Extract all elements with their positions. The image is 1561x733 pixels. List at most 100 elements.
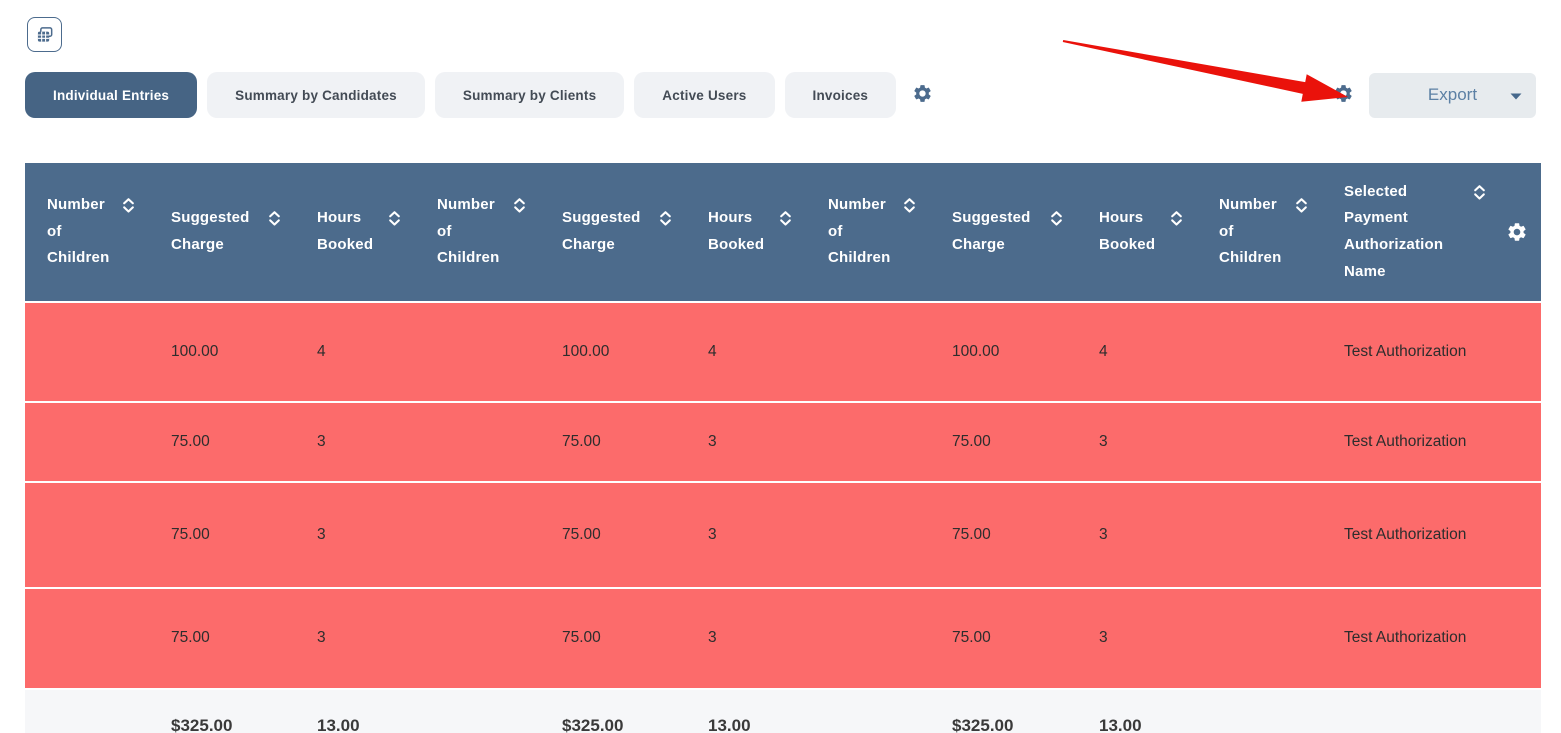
header-row: Number of Children Suggested Charge Hour… bbox=[25, 163, 1541, 303]
totals-cell bbox=[1500, 690, 1541, 733]
gear-icon bbox=[912, 83, 933, 107]
column-header-hours-booked[interactable]: Hours Booked bbox=[295, 163, 415, 303]
column-header-label: Number of Children bbox=[1219, 195, 1282, 267]
table-cell bbox=[25, 303, 149, 403]
table-cell: 75.00 bbox=[930, 403, 1077, 483]
table-cell: 3 bbox=[1077, 483, 1197, 589]
table-row[interactable]: 75.00 3 75.00 3 75.00 3 Test Authorization bbox=[25, 483, 1541, 589]
table-cell: 3 bbox=[1077, 589, 1197, 690]
table-cell: 3 bbox=[295, 403, 415, 483]
sort-icon bbox=[1474, 184, 1485, 200]
tab-bar: Individual Entries Summary by Candidates S… bbox=[25, 72, 1536, 118]
column-header-number-of-children[interactable]: Number of Children bbox=[1197, 163, 1322, 303]
table-cell bbox=[1197, 303, 1322, 403]
sort-icon bbox=[269, 211, 280, 226]
tab-individual-entries[interactable]: Individual Entries bbox=[25, 72, 198, 118]
table-cell bbox=[1197, 589, 1322, 690]
table-cell: 3 bbox=[686, 589, 806, 690]
column-header-label: Hours Booked bbox=[317, 209, 374, 253]
column-header-hours-booked[interactable]: Hours Booked bbox=[686, 163, 806, 303]
report-table-container: Number of Children Suggested Charge Hour… bbox=[25, 163, 1541, 733]
table-cell bbox=[415, 403, 540, 483]
totals-cell: $325.00 bbox=[540, 690, 686, 733]
export-label: Export bbox=[1427, 85, 1478, 104]
totals-cell: 13.00 bbox=[295, 690, 415, 733]
tab-list: Individual Entries Summary by Candidates S… bbox=[25, 72, 906, 118]
column-header-number-of-children[interactable]: Number of Children bbox=[415, 163, 540, 303]
table-cell: 75.00 bbox=[149, 403, 295, 483]
report-table: Number of Children Suggested Charge Hour… bbox=[25, 163, 1541, 733]
table-cell bbox=[806, 403, 930, 483]
table-cell bbox=[25, 403, 149, 483]
table-cell: 75.00 bbox=[540, 483, 686, 589]
table-cell bbox=[1500, 403, 1541, 483]
column-header-label: Suggested Charge bbox=[952, 209, 1031, 253]
table-cell: Test Authorization bbox=[1322, 403, 1500, 483]
table-row[interactable]: 75.00 3 75.00 3 75.00 3 Test Authorization bbox=[25, 589, 1541, 690]
table-cell: 4 bbox=[295, 303, 415, 403]
column-header-number-of-children[interactable]: Number of Children bbox=[25, 163, 149, 303]
table-cell bbox=[1500, 589, 1541, 690]
column-header-label: Suggested Charge bbox=[562, 209, 641, 253]
table-cell: 4 bbox=[686, 303, 806, 403]
column-header-label: Hours Booked bbox=[1099, 209, 1156, 253]
sort-icon bbox=[904, 198, 915, 213]
table-cell: 75.00 bbox=[149, 483, 295, 589]
table-cell bbox=[806, 483, 930, 589]
table-cell: 100.00 bbox=[540, 303, 686, 403]
export-settings-button[interactable] bbox=[1331, 81, 1356, 109]
column-settings-button[interactable] bbox=[1500, 163, 1541, 303]
sort-icon bbox=[389, 211, 400, 226]
totals-cell bbox=[1322, 690, 1500, 733]
table-cell bbox=[415, 303, 540, 403]
column-header-label: Number of Children bbox=[828, 195, 891, 267]
tab-active-users[interactable]: Active Users bbox=[634, 72, 775, 118]
table-row[interactable]: 100.00 4 100.00 4 100.00 4 Test Authorization bbox=[25, 303, 1541, 403]
column-header-label: Suggested Charge bbox=[171, 209, 250, 253]
table-cell: 3 bbox=[1077, 403, 1197, 483]
gear-icon bbox=[1333, 83, 1354, 107]
tab-summary-by-clients[interactable]: Summary by Clients bbox=[434, 72, 625, 118]
table-cell bbox=[1500, 303, 1541, 403]
table-row[interactable]: 75.00 3 75.00 3 75.00 3 Test Authorization bbox=[25, 403, 1541, 483]
totals-row: $325.00 13.00 $325.00 13.00 $325.00 13.00 bbox=[25, 690, 1541, 733]
table-cell: 100.00 bbox=[149, 303, 295, 403]
column-header-number-of-children[interactable]: Number of Children bbox=[806, 163, 930, 303]
copy-table-button[interactable] bbox=[27, 17, 62, 52]
table-cell: 3 bbox=[686, 403, 806, 483]
sort-icon bbox=[660, 211, 671, 226]
tab-summary-by-candidates[interactable]: Summary by Candidates bbox=[207, 72, 425, 118]
sort-icon bbox=[123, 198, 134, 213]
table-cell: 75.00 bbox=[930, 589, 1077, 690]
column-header-suggested-charge[interactable]: Suggested Charge bbox=[930, 163, 1077, 303]
table-cell: 4 bbox=[1077, 303, 1197, 403]
table-cell: 75.00 bbox=[540, 589, 686, 690]
column-header-suggested-charge[interactable]: Suggested Charge bbox=[149, 163, 295, 303]
column-header-suggested-charge[interactable]: Suggested Charge bbox=[540, 163, 686, 303]
sort-icon bbox=[780, 211, 791, 226]
table-cell bbox=[415, 483, 540, 589]
table-cell bbox=[1197, 403, 1322, 483]
column-header-selected-payment-authorization-name[interactable]: Selected Payment Authorization Name bbox=[1322, 163, 1500, 303]
table-cell: Test Authorization bbox=[1322, 483, 1500, 589]
table-cell: 100.00 bbox=[930, 303, 1077, 403]
tab-settings-button[interactable] bbox=[910, 81, 935, 109]
tab-invoices[interactable]: Invoices bbox=[784, 72, 897, 118]
totals-cell: $325.00 bbox=[930, 690, 1077, 733]
table-cell bbox=[415, 589, 540, 690]
totals-cell: 13.00 bbox=[1077, 690, 1197, 733]
sort-icon bbox=[1296, 198, 1307, 213]
chevron-down-icon bbox=[1510, 93, 1522, 99]
table-cell bbox=[806, 303, 930, 403]
table-cell: 75.00 bbox=[930, 483, 1077, 589]
totals-cell bbox=[25, 690, 149, 733]
totals-cell: $325.00 bbox=[149, 690, 295, 733]
copy-table-icon bbox=[37, 26, 52, 42]
column-header-label: Number of Children bbox=[47, 195, 110, 267]
totals-cell bbox=[415, 690, 540, 733]
export-button[interactable]: Export bbox=[1369, 72, 1536, 118]
table-cell bbox=[25, 483, 149, 589]
table-cell bbox=[1197, 483, 1322, 589]
column-header-label: Hours Booked bbox=[708, 209, 765, 253]
column-header-hours-booked[interactable]: Hours Booked bbox=[1077, 163, 1197, 303]
